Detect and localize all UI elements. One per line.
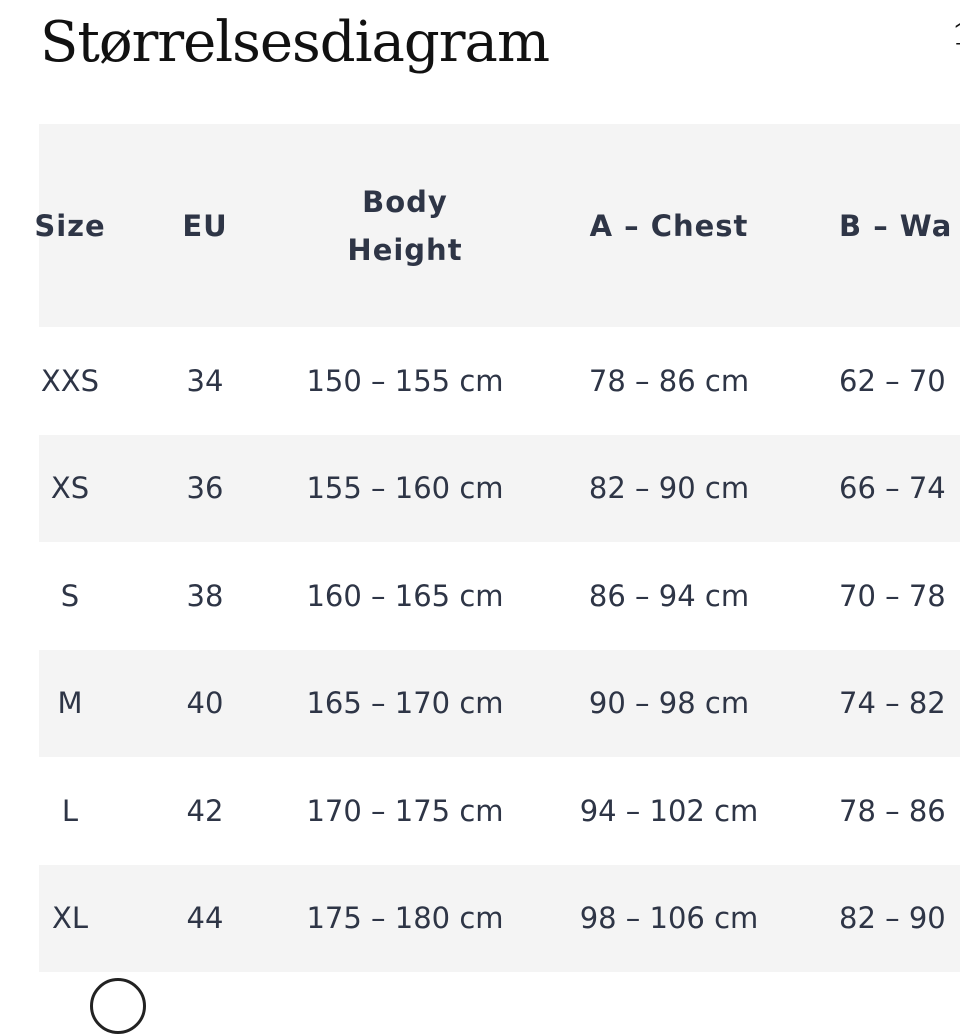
table-cell: 62 – 70	[839, 363, 946, 398]
header-chest: A – Chest	[589, 208, 749, 243]
table-cell: 150 – 155 cm	[306, 363, 504, 398]
table-cell: 36	[186, 471, 224, 506]
table-cell: 78 – 86 cm	[588, 363, 750, 398]
header-body-height: Body Height	[347, 184, 463, 267]
table-cell: 94 – 102 cm	[579, 793, 759, 828]
clipped-corner-text: 1	[952, 18, 960, 53]
table-cell: 98 – 106 cm	[579, 901, 759, 936]
circle-icon	[90, 978, 146, 1034]
table-cell: 34	[186, 363, 224, 398]
header-size: Size	[34, 208, 106, 243]
table-row: L 42 170 – 175 cm 94 – 102 cm 78 – 86	[39, 757, 960, 865]
table-cell: 175 – 180 cm	[306, 901, 504, 936]
table-row: XS 36 155 – 160 cm 82 – 90 cm 66 – 74	[39, 434, 960, 542]
table-cell: 82 – 90	[839, 901, 946, 936]
table-cell: 155 – 160 cm	[306, 471, 504, 506]
header-waist: B – Wa	[839, 208, 953, 243]
table-cell: 40	[186, 686, 224, 721]
table-cell: 90 – 98 cm	[588, 686, 750, 721]
table-cell: L	[61, 793, 79, 828]
table-cell: 165 – 170 cm	[306, 686, 504, 721]
table-cell: S	[60, 578, 80, 613]
table-cell: 74 – 82	[839, 686, 946, 721]
table-cell: 170 – 175 cm	[306, 793, 504, 828]
table-cell: 78 – 86	[839, 793, 946, 828]
header-eu: EU	[182, 208, 228, 243]
table-cell: 44	[186, 901, 224, 936]
table-cell: 86 – 94 cm	[588, 578, 750, 613]
table-cell: XS	[50, 471, 90, 506]
table-cell: 82 – 90 cm	[588, 471, 750, 506]
table-cell: XXS	[40, 363, 100, 398]
table-row: XL 44 175 – 180 cm 98 – 106 cm 82 – 90	[39, 864, 960, 972]
size-chart-table: Size EU Body Height A – Chest B – Wa XXS…	[34, 124, 960, 972]
table-cell: M	[57, 686, 83, 721]
table-row: M 40 165 – 170 cm 90 – 98 cm 74 – 82	[39, 649, 960, 757]
table-cell: 38	[186, 578, 224, 613]
table-row: XXS 34 150 – 155 cm 78 – 86 cm 62 – 70	[39, 327, 960, 435]
table-header: Size EU Body Height A – Chest B – Wa	[34, 124, 960, 327]
table-row: S 38 160 – 165 cm 86 – 94 cm 70 – 78	[39, 542, 960, 650]
table-cell: 160 – 165 cm	[306, 578, 504, 613]
page-title: Størrelsesdiagram	[40, 10, 550, 75]
table-cell: XL	[51, 901, 89, 936]
table-cell: 66 – 74	[839, 471, 946, 506]
table-cell: 42	[186, 793, 224, 828]
table-cell: 70 – 78	[839, 578, 946, 613]
